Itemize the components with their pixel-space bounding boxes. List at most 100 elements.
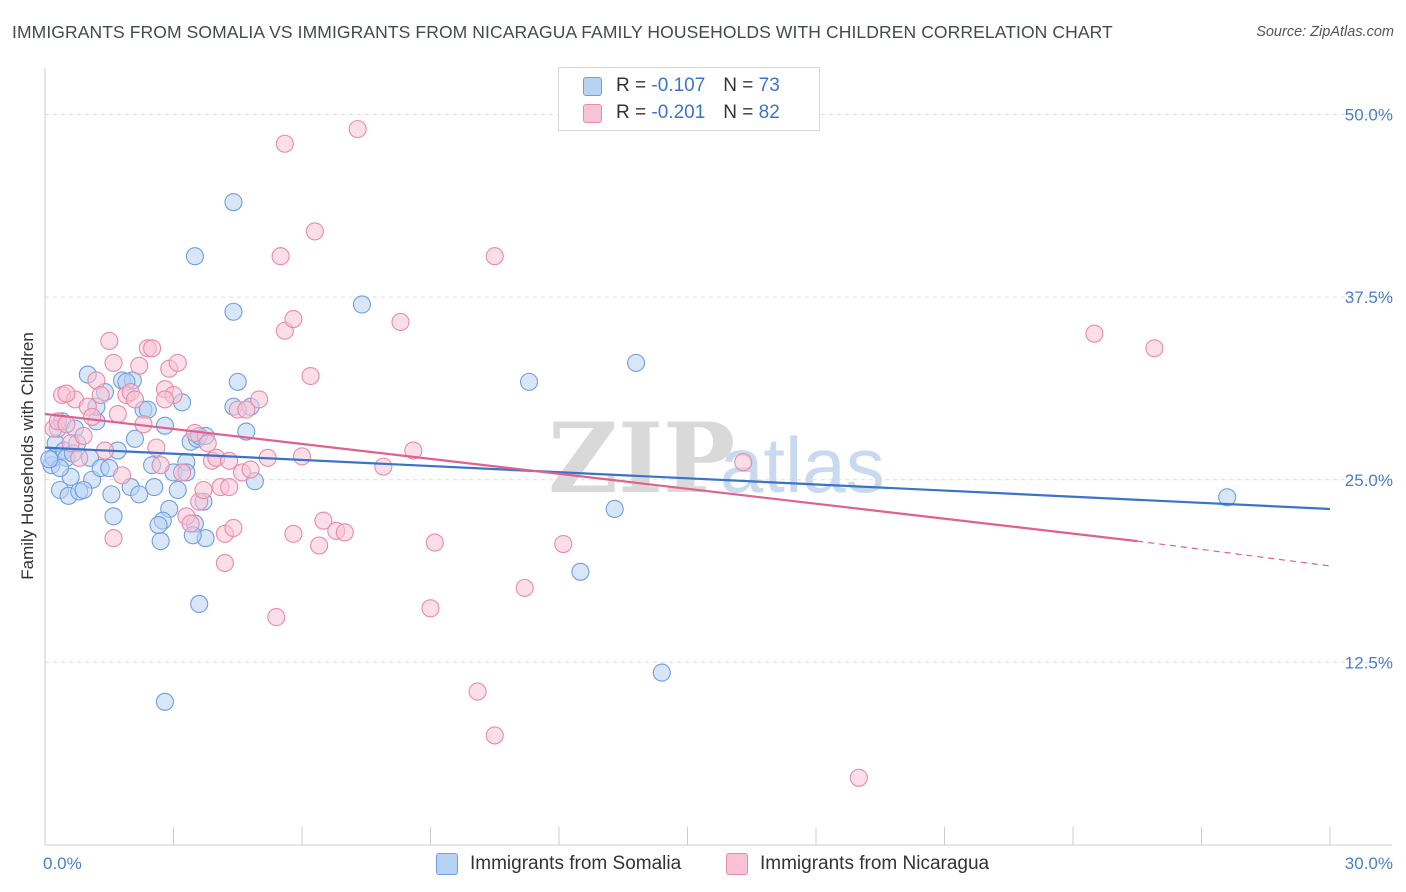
nicaragua-point [391, 312, 410, 332]
data-points [40, 120, 1237, 787]
somalia-point [519, 372, 539, 391]
nicaragua-point [104, 353, 123, 372]
nicaragua-point [314, 511, 333, 530]
somalia-point [145, 478, 164, 497]
nicaragua-point [284, 524, 303, 543]
nicaragua-point [250, 390, 269, 409]
nicaragua-point [485, 726, 504, 745]
legend-r-value: -0.107 [651, 75, 706, 96]
somalia-point [605, 499, 624, 519]
legend-r-value: -0.201 [651, 102, 706, 123]
somalia-point [352, 295, 372, 314]
somalia-point [627, 353, 646, 372]
nicaragua-point [130, 356, 149, 375]
nicaragua-point [83, 407, 102, 426]
y-tick-label: 37.5% [1345, 288, 1393, 307]
nicaragua-point [155, 390, 174, 409]
nicaragua-point [267, 608, 286, 627]
nicaragua-point [100, 331, 119, 351]
somalia-point [185, 247, 204, 266]
nicaragua-point [305, 222, 324, 241]
nicaragua-point [237, 400, 256, 419]
source-credit: Source: ZipAtlas.com [1256, 24, 1394, 40]
somalia-point [571, 562, 590, 581]
somalia-point [190, 594, 209, 613]
legend-n-label: N = [723, 102, 754, 123]
nicaragua-point [104, 529, 123, 548]
nicaragua-point [194, 480, 213, 500]
watermark-zip: ZIP [548, 402, 735, 515]
nicaragua-point [348, 120, 367, 139]
bottom-legend-somalia: Immigrants from Somalia [436, 851, 681, 877]
gridlines [45, 114, 1392, 663]
legend-n-label: N = [723, 75, 754, 96]
nicaragua-point [301, 366, 320, 386]
legend-r-label: R = [616, 102, 647, 123]
somalia-point [149, 516, 168, 535]
bottom-legend-nicaragua: Immigrants from Nicaragua [726, 851, 989, 877]
somalia-point [40, 450, 59, 469]
somalia-point [1218, 488, 1237, 507]
bottom-legend-swatch-somalia [436, 853, 458, 875]
legend-n-value: 82 [758, 102, 780, 123]
nicaragua-point [125, 390, 144, 409]
somalia-point [151, 532, 170, 551]
nicaragua-point [271, 247, 290, 266]
nicaragua-point [485, 247, 504, 266]
nicaragua-point [292, 447, 312, 466]
nicaragua-point [220, 478, 239, 497]
nicaragua-point [421, 599, 440, 618]
nicaragua-point [143, 339, 162, 358]
nicaragua-point [275, 134, 294, 153]
somalia-point [224, 193, 243, 212]
nicaragua-point [91, 385, 110, 405]
nicaragua-point [241, 460, 260, 479]
somalia-point [168, 480, 187, 500]
somalia-point [125, 429, 144, 448]
chart-title: IMMIGRANTS FROM SOMALIA VS IMMIGRANTS FR… [12, 22, 1113, 42]
watermark: ZIP atlas [548, 402, 885, 515]
nicaragua-point [198, 434, 217, 453]
bottom-legend-swatch-nicaragua [726, 853, 748, 875]
nicaragua-point [404, 441, 423, 460]
nicaragua-point [173, 463, 192, 482]
nicaragua-trend-line [44, 412, 1138, 543]
somalia-point [130, 485, 149, 504]
nicaragua-trend-extension [1137, 540, 1331, 567]
nicaragua-point [310, 536, 329, 555]
bottom-legend-label-somalia: Immigrants from Somalia [470, 853, 682, 874]
x-tick-labels: 0.0% 30.0% [43, 854, 1393, 873]
somalia-point [74, 480, 93, 500]
nicaragua-point [151, 456, 170, 475]
nicaragua-point [70, 448, 89, 467]
nicaragua-point [374, 457, 393, 476]
x-tick-label: 30.0% [1345, 854, 1393, 873]
somalia-point [155, 416, 174, 435]
y-tick-label: 25.0% [1345, 471, 1393, 490]
legend-row-nicaragua: R = -0.201 N = 82 [583, 100, 780, 126]
nicaragua-point [849, 768, 868, 787]
legend: R = -0.107 N = 73 R = -0.201 N = 82 [558, 67, 820, 131]
somalia-point [104, 507, 123, 526]
nicaragua-point [181, 514, 200, 533]
x-tick-label: 0.0% [43, 854, 82, 873]
y-tick-label: 50.0% [1345, 106, 1393, 125]
somalia-point [237, 422, 256, 441]
y-axis-label: Family Households with Children [18, 332, 37, 580]
nicaragua-point [168, 353, 187, 372]
nicaragua-point [284, 310, 303, 329]
nicaragua-point [425, 533, 444, 552]
somalia-point [652, 663, 671, 682]
nicaragua-point [224, 518, 243, 538]
y-tick-label: 12.5% [1345, 653, 1393, 672]
nicaragua-point [215, 553, 234, 573]
legend-swatch-somalia [583, 76, 602, 96]
nicaragua-point [468, 682, 487, 701]
nicaragua-point [335, 523, 354, 542]
somalia-point [102, 485, 121, 504]
somalia-point [224, 302, 243, 321]
somalia-trend-line [44, 446, 1331, 511]
legend-r-label: R = [616, 75, 647, 96]
legend-n-value: 73 [758, 75, 780, 96]
